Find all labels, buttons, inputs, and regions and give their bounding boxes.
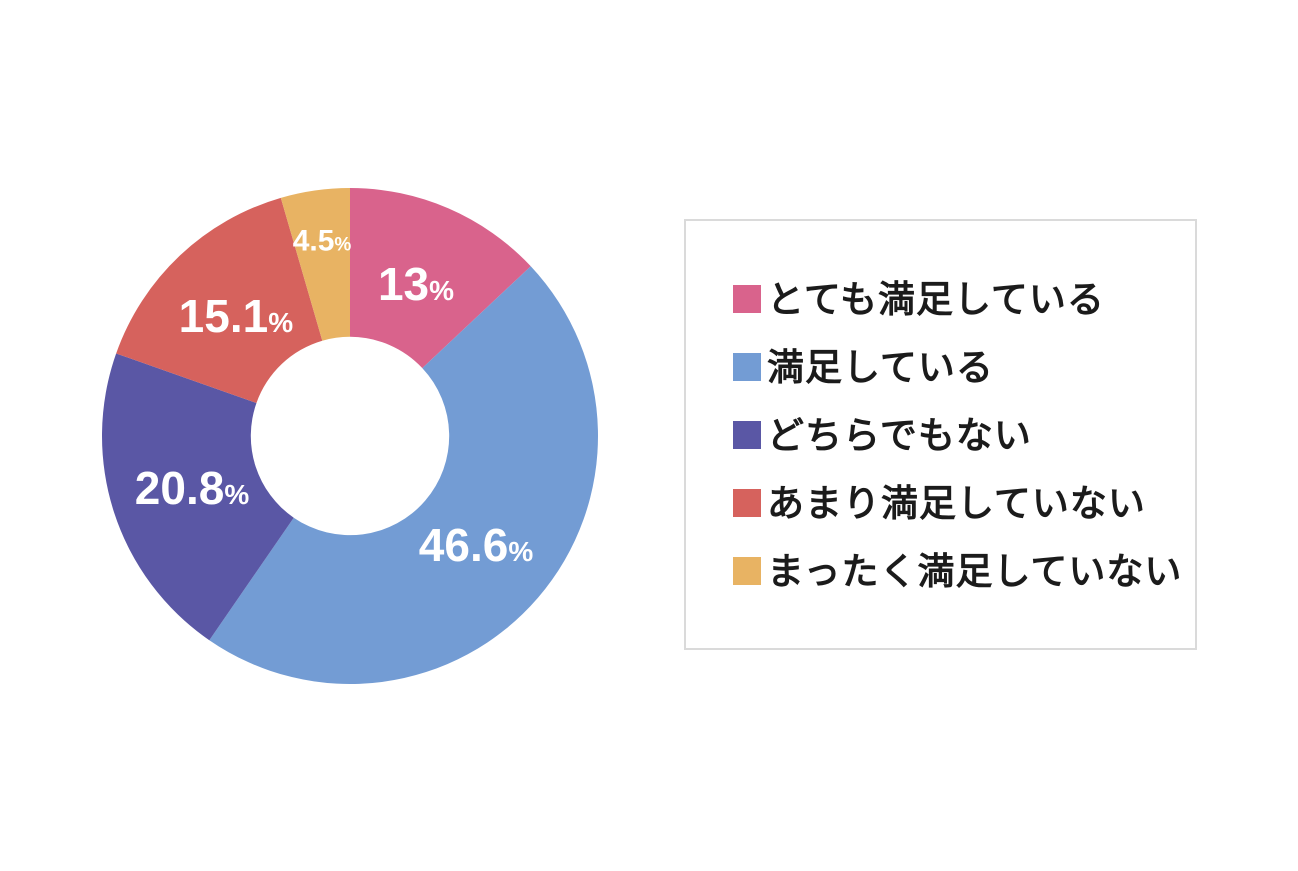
legend: とても満足している 満足している どちらでもないあまり満足していない まったく満足して… [684,219,1197,650]
pie-slice-1 [209,266,598,685]
legend-label: 満足している [767,346,994,388]
slice-value-label-3: 15.1% [179,290,294,342]
legend-item-3: あまり満足していない [733,469,1195,537]
slice-value-label-2: 20.8% [135,462,250,514]
pie-slice-0 [350,188,531,369]
legend-swatch-icon [733,557,761,585]
legend-item-1: 満足している [733,333,1195,401]
legend-swatch-icon [733,489,761,517]
pie-slice-3 [116,197,323,403]
legend-swatch-icon [733,285,761,313]
legend-swatch-icon [733,353,761,381]
legend-label: どちらでもない [767,414,1032,456]
legend-item-4: まったく満足していない [733,537,1195,605]
pie-slice-4 [280,188,350,341]
legend-swatch-icon [733,421,761,449]
slice-value-label-1: 46.6% [419,519,534,571]
legend-label: まったく満足していない [767,550,1183,592]
slice-value-label-4: 4.5% [293,224,352,257]
donut-chart: 13% 46.6% 20.8% 15.1% 4.5% [102,188,598,685]
slice-value-label-0: 13% [378,258,454,310]
legend-label: とても満足している [767,278,1105,320]
legend-item-0: とても満足している [733,265,1195,333]
legend-item-2: どちらでもない [733,401,1195,469]
legend-label: あまり満足していない [767,482,1146,524]
pie-slice-2 [102,353,294,641]
